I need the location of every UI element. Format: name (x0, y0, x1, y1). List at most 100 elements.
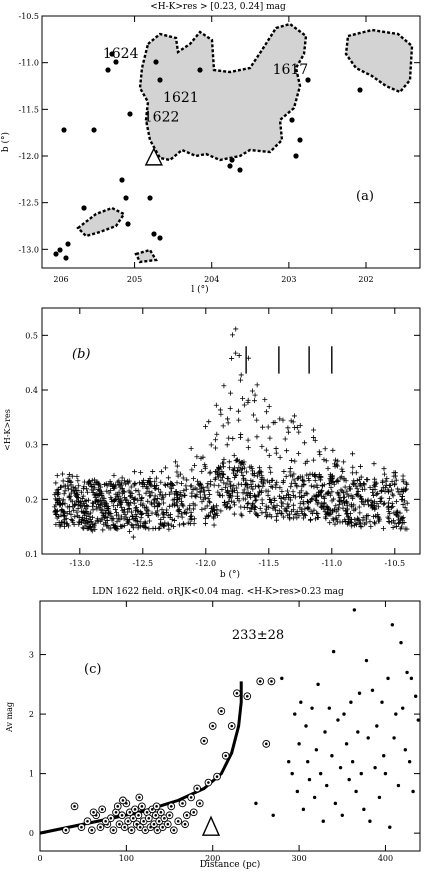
data-point (106, 525, 112, 531)
data-point (297, 742, 301, 746)
data-point (124, 499, 130, 505)
data-point (220, 471, 226, 477)
data-point (253, 497, 259, 503)
data-point (299, 494, 305, 500)
data-point (219, 474, 225, 480)
data-point (238, 511, 244, 517)
x-tick-label: -10.5 (385, 559, 406, 568)
data-point (264, 514, 270, 520)
data-point (336, 512, 342, 518)
data-point (331, 517, 337, 523)
data-point (392, 520, 398, 526)
data-point (105, 511, 111, 517)
data-point (407, 760, 412, 764)
data-point (214, 431, 220, 437)
data-point (333, 503, 339, 509)
data-point (155, 486, 161, 492)
data-point (218, 508, 224, 514)
data-point-center (138, 825, 142, 829)
data-point (131, 497, 137, 503)
data-point (227, 405, 233, 411)
data-point-center (104, 819, 107, 823)
data-point (306, 506, 312, 512)
data-point (145, 508, 151, 514)
data-point (354, 789, 358, 794)
data-point (312, 471, 318, 477)
data-point (248, 478, 254, 484)
data-point (299, 477, 305, 483)
cloud-region (138, 22, 308, 162)
data-point (284, 448, 290, 454)
data-point (238, 469, 244, 475)
data-point (332, 506, 338, 512)
data-point (149, 501, 155, 507)
data-point (291, 471, 297, 477)
data-point (203, 495, 209, 501)
data-point (95, 486, 101, 492)
data-point (240, 395, 246, 401)
data-point (96, 487, 102, 493)
data-point (187, 503, 193, 509)
clump-blob (63, 255, 69, 261)
data-point (394, 524, 400, 530)
data-point (304, 491, 310, 497)
data-point (349, 700, 353, 704)
data-point (137, 519, 143, 525)
data-point (144, 504, 150, 510)
data-point-center (123, 825, 126, 829)
data-point (136, 480, 142, 486)
data-point (373, 480, 379, 486)
data-point (94, 491, 100, 497)
data-point (119, 485, 125, 491)
data-point (68, 511, 74, 517)
clump-blob (157, 77, 163, 83)
data-point (260, 481, 266, 487)
data-point (386, 676, 390, 681)
x-tick-label: -11.0 (322, 559, 343, 568)
data-point (265, 424, 271, 430)
data-point (134, 505, 140, 511)
data-point (235, 408, 241, 414)
data-point (404, 500, 410, 506)
data-point (56, 491, 62, 497)
data-point (181, 522, 187, 528)
cloud-label: 1617 (273, 62, 309, 78)
data-point (178, 511, 184, 517)
data-point (60, 478, 66, 484)
data-point (154, 482, 160, 488)
data-point (264, 409, 270, 415)
data-point (165, 482, 171, 488)
data-point (123, 514, 129, 520)
data-point (413, 694, 418, 698)
data-point (257, 465, 263, 471)
data-point (220, 460, 226, 466)
data-point (285, 429, 291, 435)
data-point (212, 468, 218, 474)
data-point (405, 670, 409, 675)
data-point (311, 484, 317, 490)
data-point (173, 500, 179, 506)
data-point (154, 508, 160, 514)
data-point (230, 489, 236, 495)
data-point (188, 445, 194, 451)
panel-a-xlabel: l (°) (191, 284, 208, 295)
data-point (187, 521, 193, 527)
panel-a-ylabel: b (°) (0, 132, 11, 152)
data-point (337, 499, 343, 505)
data-point (61, 483, 67, 489)
data-point (219, 468, 225, 474)
y-tick-label: 3 (29, 651, 34, 660)
data-point (279, 510, 285, 516)
data-point (243, 482, 249, 488)
data-point (296, 429, 302, 435)
data-point-center (118, 822, 121, 826)
data-point (138, 515, 144, 521)
data-point (236, 481, 242, 487)
data-point (186, 506, 192, 512)
data-point (147, 518, 153, 524)
data-point (255, 513, 261, 519)
data-point (252, 493, 258, 499)
data-point (375, 504, 381, 510)
data-point (117, 517, 123, 523)
data-point (268, 514, 274, 520)
